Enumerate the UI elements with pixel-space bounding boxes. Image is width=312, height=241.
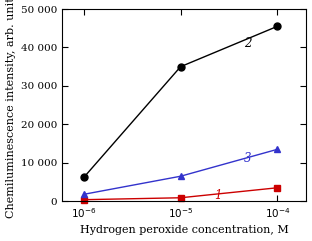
Y-axis label: Chemiluminescence intensity, arb. units: Chemiluminescence intensity, arb. units [6, 0, 16, 218]
Text: 3: 3 [244, 152, 251, 165]
Text: 2: 2 [244, 37, 251, 50]
X-axis label: Hydrogen peroxide concentration, M: Hydrogen peroxide concentration, M [80, 225, 289, 235]
Text: 1: 1 [214, 188, 221, 201]
